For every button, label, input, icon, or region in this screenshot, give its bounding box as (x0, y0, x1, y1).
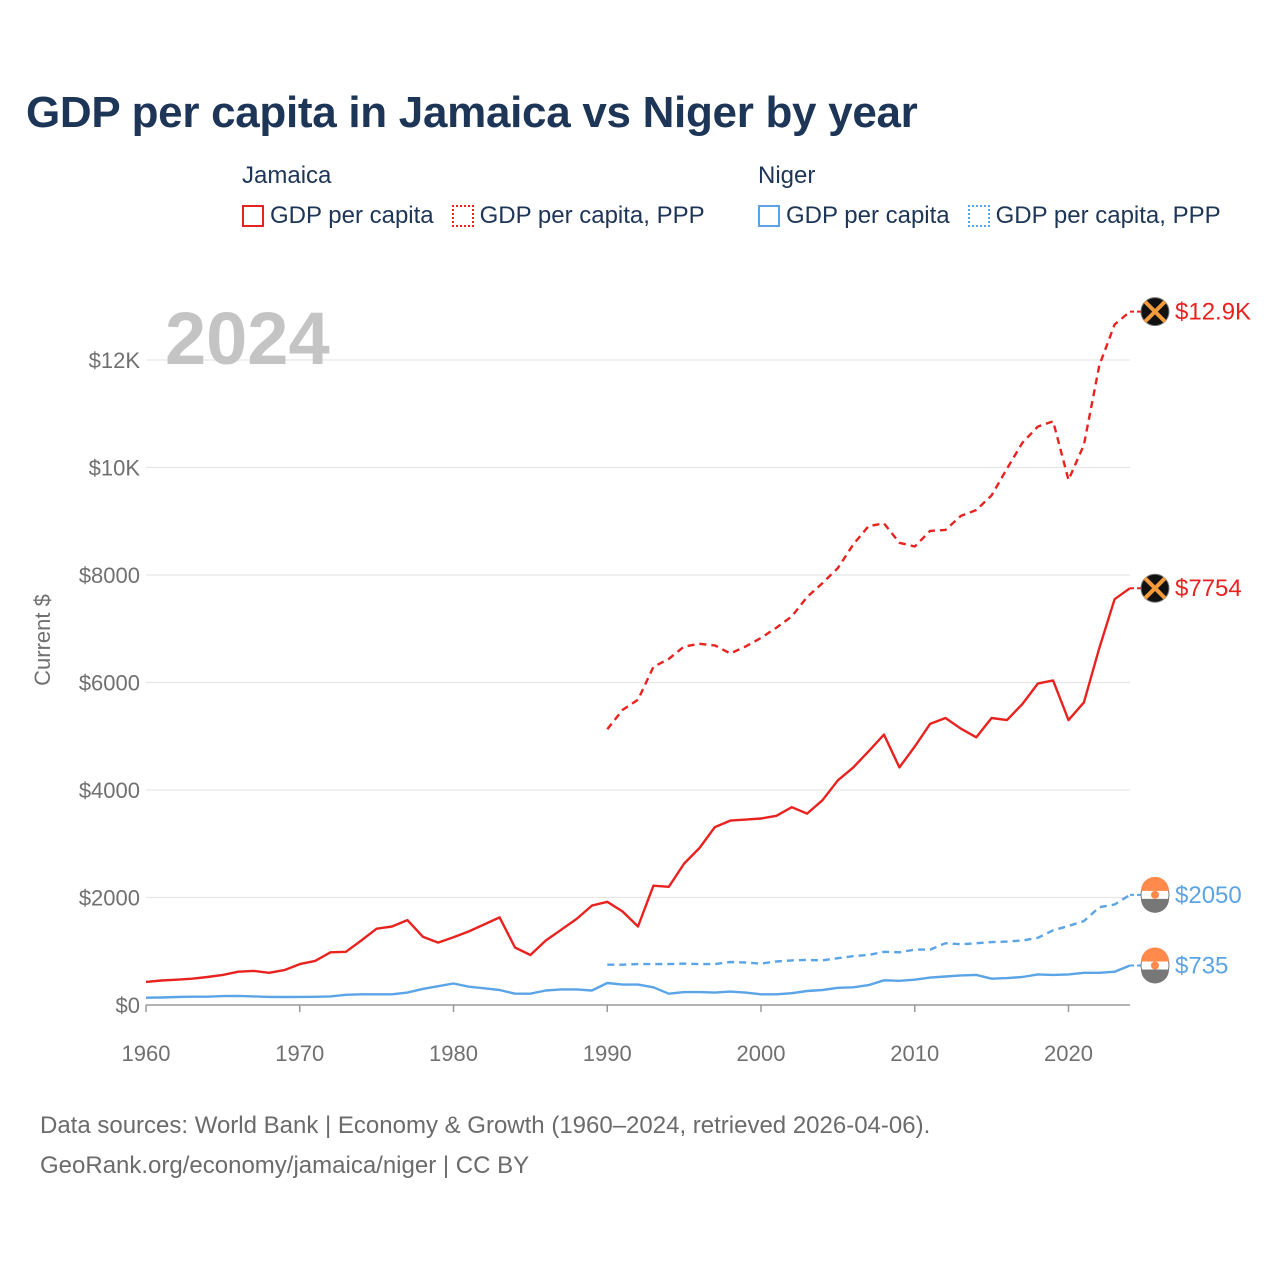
series-line-1 (606, 310, 1131, 731)
end-value-label: $735 (1175, 952, 1228, 979)
y-tick-label: $8000 (79, 563, 140, 588)
flag-dot (1151, 890, 1159, 899)
legend-item-niger-gdp-ppp[interactable]: GDP per capita, PPP (967, 202, 1221, 230)
series-line-2 (145, 964, 1131, 999)
legend-item-niger-gdp[interactable]: GDP per capita (758, 202, 950, 230)
legend-group-name: Niger (758, 162, 816, 189)
end-value-label: $2050 (1175, 882, 1242, 909)
legend-label: GDP per capita, PPP (479, 202, 705, 229)
series-line-0 (145, 587, 1131, 984)
x-tick-label: 1970 (275, 1041, 324, 1066)
flag-cross (1143, 576, 1167, 600)
flag-band-bottom (1141, 969, 1169, 984)
legend-group-name: Jamaica (242, 162, 332, 189)
y-tick-label: $10K (89, 456, 141, 481)
current-year-label: 2024 (165, 297, 330, 380)
legend-item-jamaica-gdp[interactable]: GDP per capita (242, 202, 434, 230)
y-tick-label: $12K (89, 348, 141, 373)
chart-title: GDP per capita in Jamaica vs Niger by ye… (26, 88, 918, 137)
flag-band-bottom (1141, 898, 1169, 913)
legend-group-jamaica: Jamaica GDP per capita GDP per capita, P… (242, 162, 705, 230)
y-tick-label: $6000 (79, 671, 140, 696)
legend-label: GDP per capita (270, 202, 434, 229)
legend-swatch-solid (758, 205, 780, 227)
legend-label: GDP per capita (786, 202, 950, 229)
y-tick-label: $2000 (79, 886, 140, 911)
x-tick-label: 1980 (429, 1041, 478, 1066)
legend-item-jamaica-gdp-ppp[interactable]: GDP per capita, PPP (451, 202, 705, 230)
footer-sources: Data sources: World Bank | Economy & Gro… (40, 1112, 931, 1139)
x-tick-label: 2010 (890, 1041, 939, 1066)
flag-band-top (1141, 947, 1169, 962)
y-tick-label: $0 (116, 993, 140, 1018)
legend-label: GDP per capita, PPP (995, 202, 1221, 229)
legend-swatch-solid (242, 205, 264, 227)
x-tick-label: 2020 (1044, 1041, 1093, 1066)
series-line-3 (607, 893, 1131, 966)
legend-swatch-dotted (451, 205, 474, 227)
x-tick-label: 1990 (583, 1041, 632, 1066)
footer: Data sources: World Bank | Economy & Gro… (40, 1106, 930, 1186)
x-tick-label: 1960 (122, 1041, 171, 1066)
end-value-label: $12.9K (1175, 299, 1251, 326)
legend-swatch-dotted (967, 205, 990, 227)
legend-group-niger: Niger GDP per capita GDP per capita, PPP (758, 162, 1221, 230)
flag-band-top (1141, 876, 1169, 891)
x-tick-label: 2000 (737, 1041, 786, 1066)
y-axis-title: Current $ (30, 594, 55, 686)
flag-cross (1143, 300, 1167, 324)
footer-link[interactable]: GeoRank.org/economy/jamaica/niger | CC B… (40, 1152, 530, 1179)
flag-dot (1151, 961, 1159, 970)
y-tick-label: $4000 (79, 778, 140, 803)
end-value-label: $7754 (1175, 575, 1242, 602)
